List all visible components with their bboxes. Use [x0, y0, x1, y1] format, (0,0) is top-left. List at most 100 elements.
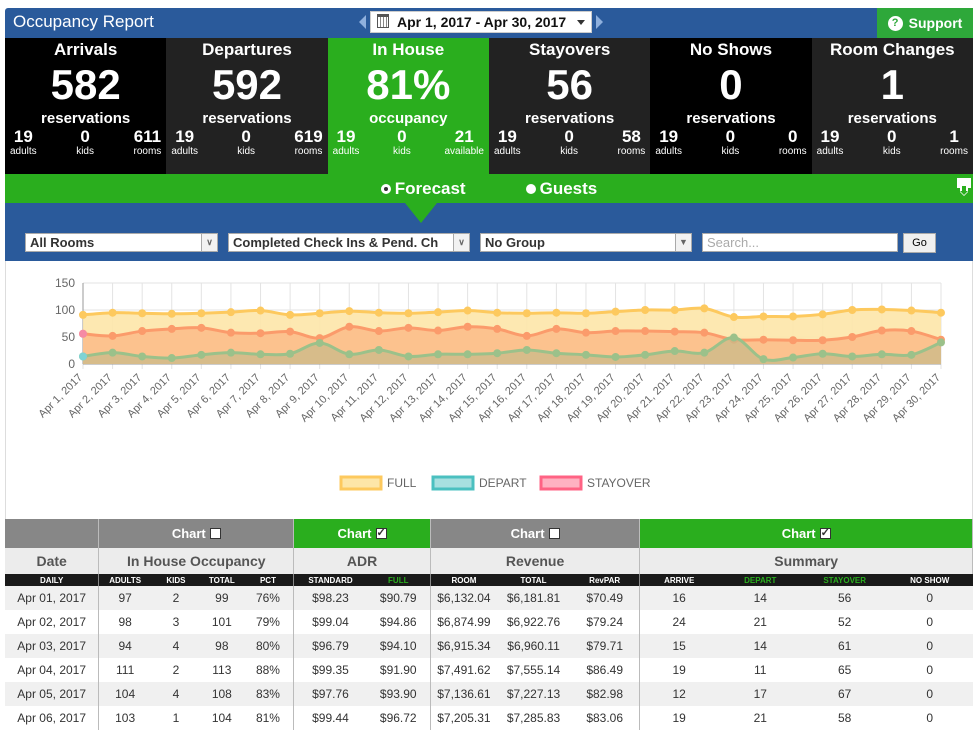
y-tick-label: 150	[55, 276, 75, 290]
point-depart	[937, 338, 945, 347]
table-cell: 113	[212, 663, 232, 677]
table-cell: Apr 03, 2017	[5, 634, 100, 658]
point-full	[108, 308, 117, 317]
go-button[interactable]: Go	[903, 233, 936, 253]
table-cell: 24	[672, 615, 686, 629]
point-full	[700, 304, 709, 313]
stat-breakdown-item: 0 kids	[722, 128, 740, 158]
stat-breakdown-item: 0 kids	[76, 128, 94, 158]
column-header[interactable]: ADULTS	[98, 574, 151, 586]
chart-checkbox[interactable]	[548, 528, 560, 539]
chart-checkbox[interactable]	[209, 528, 221, 539]
column-header[interactable]: STAYOVER	[802, 574, 887, 586]
column-header[interactable]: TOTAL	[497, 574, 570, 586]
stat-label: Room Changes	[829, 40, 955, 59]
column-header[interactable]: PCT	[242, 574, 295, 586]
breakdown-count: 0	[397, 127, 407, 146]
chart-toggle-cell	[5, 519, 100, 548]
table-cell: Apr 04, 2017	[5, 658, 100, 682]
chevron-down-icon: ∨	[453, 234, 469, 251]
point-full	[315, 309, 324, 318]
point-depart	[404, 352, 413, 361]
breakdown-label: kids	[76, 146, 94, 157]
tab-guests-label: Guests	[539, 178, 598, 198]
table-cell: 97	[98, 586, 151, 610]
rooms-select[interactable]: All Rooms ∨	[25, 233, 218, 252]
tab-guests[interactable]: Guests	[525, 178, 598, 199]
column-header[interactable]: KIDS	[150, 574, 201, 586]
occupancy-report: Occupancy Report Apr 1, 2017 - Apr 30, 2…	[5, 8, 973, 730]
table-cell: 99	[200, 586, 243, 610]
column-header[interactable]: DAILY	[5, 574, 100, 586]
occupancy-chart: 0 50 100 150 Apr 1, 2017 Apr 2, 2017 Apr 3, 20…	[5, 261, 973, 519]
stat-unit: occupancy	[369, 110, 448, 127]
column-header[interactable]: ROOM	[430, 574, 498, 586]
breakdown-label: kids	[721, 146, 740, 157]
point-depart	[759, 355, 768, 364]
table-cell: 103	[115, 711, 136, 725]
point-full	[789, 312, 798, 321]
legend-label-stayover: STAYOVER	[587, 476, 651, 490]
point-depart	[641, 350, 650, 359]
chevron-down-icon	[577, 19, 585, 25]
table-cell: 16	[639, 586, 719, 610]
breakdown-count: 619	[294, 127, 323, 146]
breakdown-count: 21	[454, 127, 474, 146]
group-select[interactable]: No Group ▼	[480, 233, 692, 252]
stat-breakdown: 19 adults 0 kids 619 rooms	[166, 128, 327, 158]
point-full	[611, 307, 620, 316]
area-depart	[83, 337, 941, 364]
breakdown-label: kids	[882, 146, 901, 157]
table-row: Apr 05, 2017 104 4 108 83% $97.76 $93.90 $7,136…	[5, 682, 973, 706]
breakdown-label: adults	[171, 146, 199, 157]
search-input[interactable]	[702, 233, 898, 252]
y-tick-label: 100	[55, 303, 75, 317]
stat-label: Arrivals	[54, 40, 118, 59]
table-cell: $7,227.13	[497, 682, 570, 706]
table-cell: $6,915.34	[430, 634, 498, 658]
column-header[interactable]: STANDARD	[293, 574, 367, 586]
column-header[interactable]: TOTAL	[200, 574, 243, 586]
tab-forecast[interactable]: Forecast	[380, 179, 466, 199]
table-cell: $98.23	[293, 586, 367, 610]
point-depart	[493, 349, 502, 358]
group-select-value: No Group	[485, 235, 545, 250]
table-cell: 81%	[242, 706, 295, 730]
table-cell: $7,491.62	[437, 663, 491, 677]
chart-checkbox[interactable]	[819, 526, 831, 539]
table-cell: $7,136.61	[430, 682, 498, 706]
column-header[interactable]: ARRIVE	[639, 574, 719, 586]
next-period-arrow-icon[interactable]	[596, 15, 603, 29]
table-cell: 1	[172, 711, 180, 725]
table-cell: $7,285.83	[506, 711, 561, 725]
table-cell: 0	[926, 711, 934, 725]
download-icon[interactable]	[957, 178, 971, 196]
point-stayover	[581, 328, 590, 337]
table-cell: 11	[754, 663, 767, 677]
chart-checkbox[interactable]	[375, 526, 387, 539]
column-header[interactable]: DEPART	[718, 574, 803, 586]
point-depart	[907, 350, 916, 359]
point-full	[581, 309, 590, 318]
breakdown-count: 19	[175, 127, 195, 146]
stat-breakdown-item: 58 rooms	[618, 128, 646, 158]
column-header[interactable]: NO SHOW	[886, 574, 973, 586]
chart-toggle-cell: Chart	[98, 519, 295, 548]
support-button[interactable]: ? Support	[877, 8, 973, 38]
point-full	[522, 309, 531, 318]
point-full	[374, 308, 383, 317]
table-cell: $7,555.14	[506, 663, 561, 677]
point-full	[552, 308, 561, 317]
column-header[interactable]: FULL	[366, 574, 431, 586]
stat-value: 582	[50, 61, 121, 108]
legend-label-depart: DEPART	[479, 476, 527, 490]
column-header[interactable]: RevPAR	[570, 574, 641, 586]
point-stayover	[759, 335, 768, 344]
prev-period-arrow-icon[interactable]	[359, 15, 366, 29]
date-range-select[interactable]: Apr 1, 2017 - Apr 30, 2017	[370, 11, 592, 33]
status-select[interactable]: Completed Check Ins & Pend. Ch ∨	[228, 233, 470, 252]
table-row: Apr 04, 2017 111 2 113 88% $99.35 $91.90 $7,491…	[5, 658, 973, 682]
stat-breakdown-item: 611 rooms	[134, 128, 162, 158]
breakdown-label: kids	[393, 146, 411, 157]
